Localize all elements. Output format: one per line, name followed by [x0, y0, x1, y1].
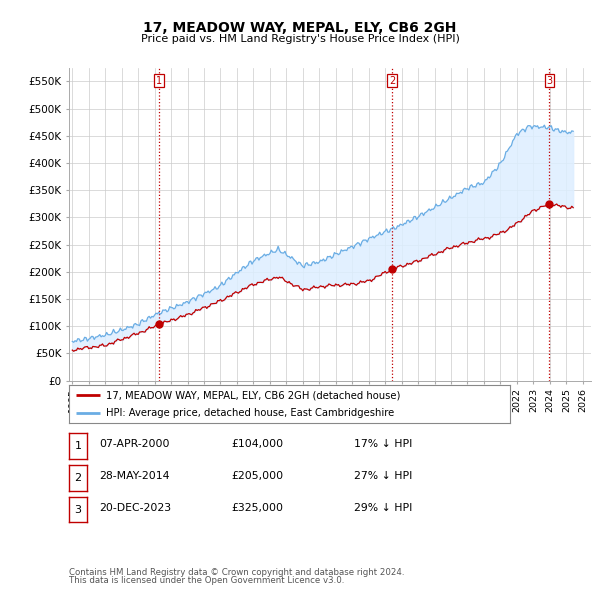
Text: 29% ↓ HPI: 29% ↓ HPI — [354, 503, 412, 513]
Text: Contains HM Land Registry data © Crown copyright and database right 2024.: Contains HM Land Registry data © Crown c… — [69, 568, 404, 577]
Text: 28-MAY-2014: 28-MAY-2014 — [99, 471, 170, 481]
Text: 1: 1 — [74, 441, 82, 451]
Text: 3: 3 — [546, 76, 553, 86]
Text: 2: 2 — [74, 473, 82, 483]
Text: £205,000: £205,000 — [231, 471, 283, 481]
Text: 17, MEADOW WAY, MEPAL, ELY, CB6 2GH (detached house): 17, MEADOW WAY, MEPAL, ELY, CB6 2GH (det… — [106, 390, 401, 400]
Text: HPI: Average price, detached house, East Cambridgeshire: HPI: Average price, detached house, East… — [106, 408, 395, 418]
Text: £104,000: £104,000 — [231, 439, 283, 449]
Text: This data is licensed under the Open Government Licence v3.0.: This data is licensed under the Open Gov… — [69, 576, 344, 585]
Text: £325,000: £325,000 — [231, 503, 283, 513]
Text: 20-DEC-2023: 20-DEC-2023 — [99, 503, 171, 513]
Text: 17, MEADOW WAY, MEPAL, ELY, CB6 2GH: 17, MEADOW WAY, MEPAL, ELY, CB6 2GH — [143, 21, 457, 35]
Text: 27% ↓ HPI: 27% ↓ HPI — [354, 471, 412, 481]
Text: 1: 1 — [156, 76, 162, 86]
Text: 2: 2 — [389, 76, 395, 86]
Text: 07-APR-2000: 07-APR-2000 — [99, 439, 170, 449]
Text: 17% ↓ HPI: 17% ↓ HPI — [354, 439, 412, 449]
Text: 3: 3 — [74, 504, 82, 514]
Text: Price paid vs. HM Land Registry's House Price Index (HPI): Price paid vs. HM Land Registry's House … — [140, 34, 460, 44]
